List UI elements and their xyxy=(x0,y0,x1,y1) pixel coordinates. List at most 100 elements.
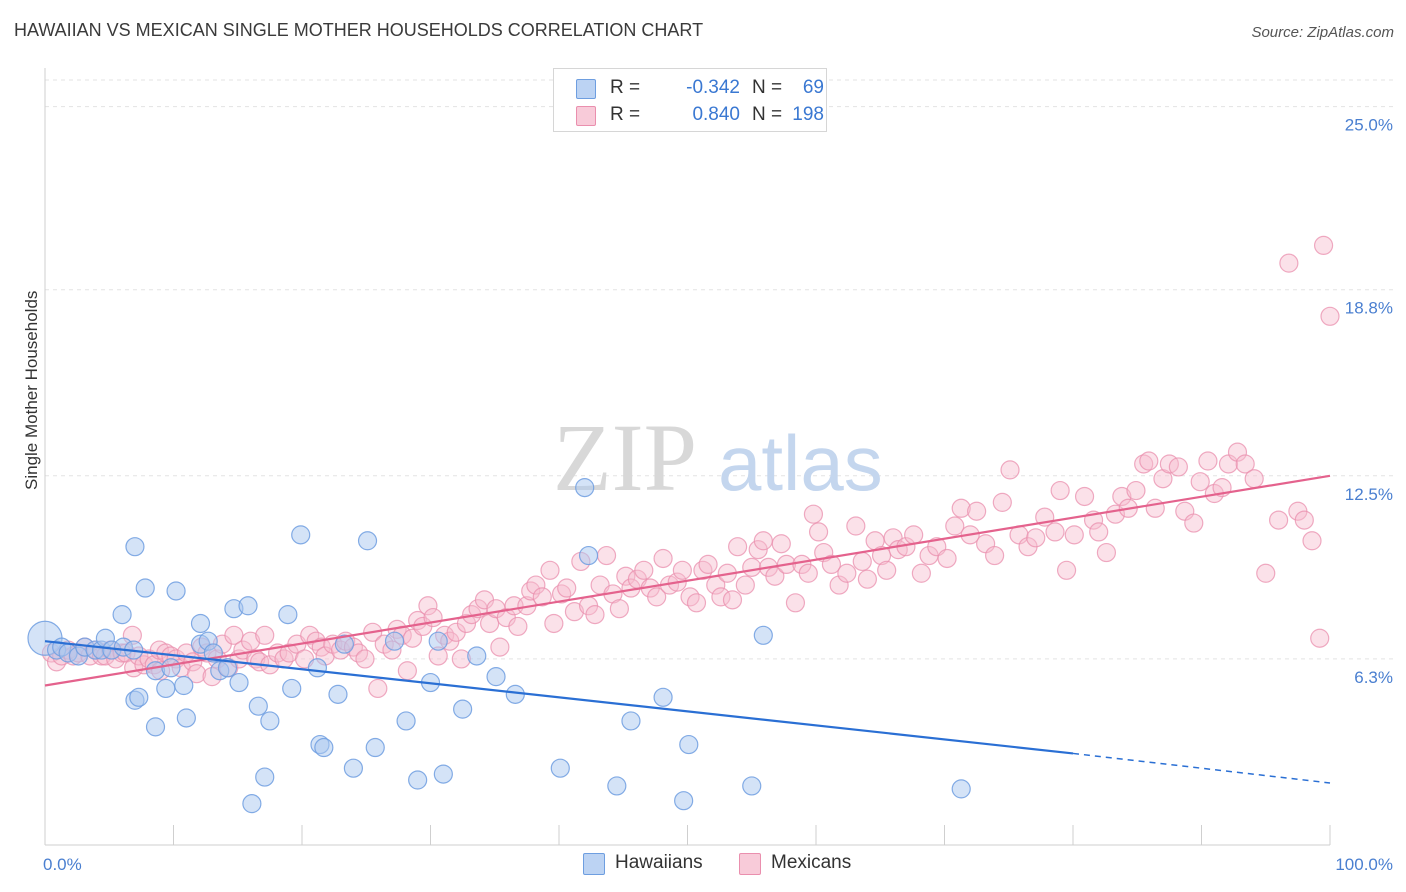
mexicans-n-label: N = xyxy=(752,104,783,125)
mexicans-point xyxy=(722,590,743,610)
tick-labels: 6.3% 12.5% 18.8% 25.0% 0.0% 100.0% xyxy=(43,116,1393,874)
hawaiians-point xyxy=(621,711,641,731)
mexicans-point xyxy=(937,548,957,569)
mexicans-point xyxy=(742,557,762,577)
mexicans-point xyxy=(951,498,971,518)
mexicans-point xyxy=(985,545,1005,566)
hawaiians-point xyxy=(607,776,627,796)
mexicans-r-label: R = xyxy=(610,104,641,125)
x-tick-label: 100.0% xyxy=(1335,855,1393,874)
hawaiians-point xyxy=(505,684,525,704)
trend-lines xyxy=(44,474,1331,784)
watermark-zip: ZIP xyxy=(553,404,697,511)
mexicans-point xyxy=(490,637,510,657)
mexicans-point xyxy=(241,631,261,651)
y-tick-label: 25.0% xyxy=(1345,116,1393,135)
hawaiians-point xyxy=(408,770,428,790)
mexicans-point xyxy=(1320,306,1340,326)
mexicans-point xyxy=(1184,513,1204,533)
hawaiians-point xyxy=(260,711,280,731)
correlation-legend: R = -0.342 N = 69 R = 0.840 N = 198 xyxy=(553,68,827,132)
hawaiians-point xyxy=(145,717,166,737)
hawaiians-point xyxy=(238,596,258,616)
hawaiians-point xyxy=(307,658,328,678)
mexicans-point xyxy=(992,492,1012,512)
mexicans-point xyxy=(1256,563,1276,583)
hawaiians-point xyxy=(575,478,595,498)
hawaiians-point xyxy=(291,525,311,545)
hawaiians-n-value: 69 xyxy=(802,77,824,98)
mexicans-point xyxy=(1074,486,1095,507)
hawaiians-point xyxy=(190,613,211,634)
mexicans-point xyxy=(1089,522,1109,542)
chart-title: HAWAIIAN VS MEXICAN SINGLE MOTHER HOUSEH… xyxy=(14,20,704,40)
hawaiians-point xyxy=(343,758,363,778)
mexicans-point xyxy=(829,575,849,595)
hawaiians-point xyxy=(467,646,487,666)
hawaiians-point xyxy=(314,737,334,758)
hawaiians-point xyxy=(742,776,762,796)
hawaiians-point xyxy=(174,675,194,696)
hawaiians-point xyxy=(229,672,249,693)
hawaiians-point xyxy=(166,581,186,601)
mexicans-point xyxy=(1313,235,1334,256)
mexicans-point xyxy=(1050,480,1070,501)
mexicans-point xyxy=(803,504,824,524)
mexicans-point xyxy=(1134,454,1154,474)
x-tick-label: 0.0% xyxy=(43,855,82,874)
hawaiians-n-label: N = xyxy=(752,77,783,98)
hawaiians-legend-swatch xyxy=(583,853,605,875)
hawaiians-point xyxy=(486,667,506,687)
mexicans-point xyxy=(647,587,667,607)
mexicans-point xyxy=(1294,510,1314,530)
hawaiians-point xyxy=(653,687,673,707)
mexicans-point xyxy=(877,560,897,580)
mexicans-point xyxy=(564,602,585,622)
hawaiians-point xyxy=(217,658,238,678)
mexicans-point xyxy=(521,581,541,601)
hawaiians-point xyxy=(255,767,275,787)
mexicans-n-value: 198 xyxy=(792,104,824,125)
mexicans-point xyxy=(728,537,748,557)
mexicans-point xyxy=(1227,442,1248,462)
hawaiians-point xyxy=(753,625,773,645)
hawaiians-point xyxy=(278,605,298,625)
mexicans-point xyxy=(456,613,477,634)
hawaiians-point xyxy=(384,631,405,651)
mexicans-point xyxy=(255,625,275,645)
mexicans-point xyxy=(540,560,560,580)
mexicans-point xyxy=(224,625,244,645)
axes xyxy=(44,68,1331,846)
hawaiians-point xyxy=(679,734,699,755)
mexicans-point xyxy=(1302,531,1322,551)
hawaiians-point xyxy=(112,605,132,625)
mexicans-point xyxy=(857,569,878,589)
mexicans-point xyxy=(557,578,577,598)
hawaiians-legend-label: Hawaiians xyxy=(615,852,703,873)
mexicans-point xyxy=(355,649,375,669)
hawaiians-point xyxy=(674,791,694,811)
mexicans-point xyxy=(798,563,818,583)
mexicans-point xyxy=(1112,486,1132,507)
mexicans-point xyxy=(551,584,572,604)
hawaiians-point xyxy=(125,537,145,557)
mexicans-point xyxy=(871,545,892,566)
mexicans-point xyxy=(1244,469,1264,489)
hawaiians-point xyxy=(176,708,196,728)
mexicans-point xyxy=(508,616,528,637)
mexicans-point xyxy=(1045,522,1065,542)
mexicans-point xyxy=(1139,451,1159,471)
mexicans-point xyxy=(735,575,755,595)
y-tick-label: 12.5% xyxy=(1345,485,1393,504)
mexicans-point xyxy=(596,545,617,566)
mexicans-point xyxy=(609,599,629,619)
mexicans-point xyxy=(1198,451,1218,471)
hawaiians-point xyxy=(248,696,268,716)
mexicans-point xyxy=(672,560,692,580)
hawaiians-point xyxy=(433,764,453,784)
mexicans-point xyxy=(616,566,636,586)
mexicans-point xyxy=(846,516,866,536)
hawaiians-swatch xyxy=(576,79,596,99)
hawaiians-point xyxy=(161,658,181,678)
